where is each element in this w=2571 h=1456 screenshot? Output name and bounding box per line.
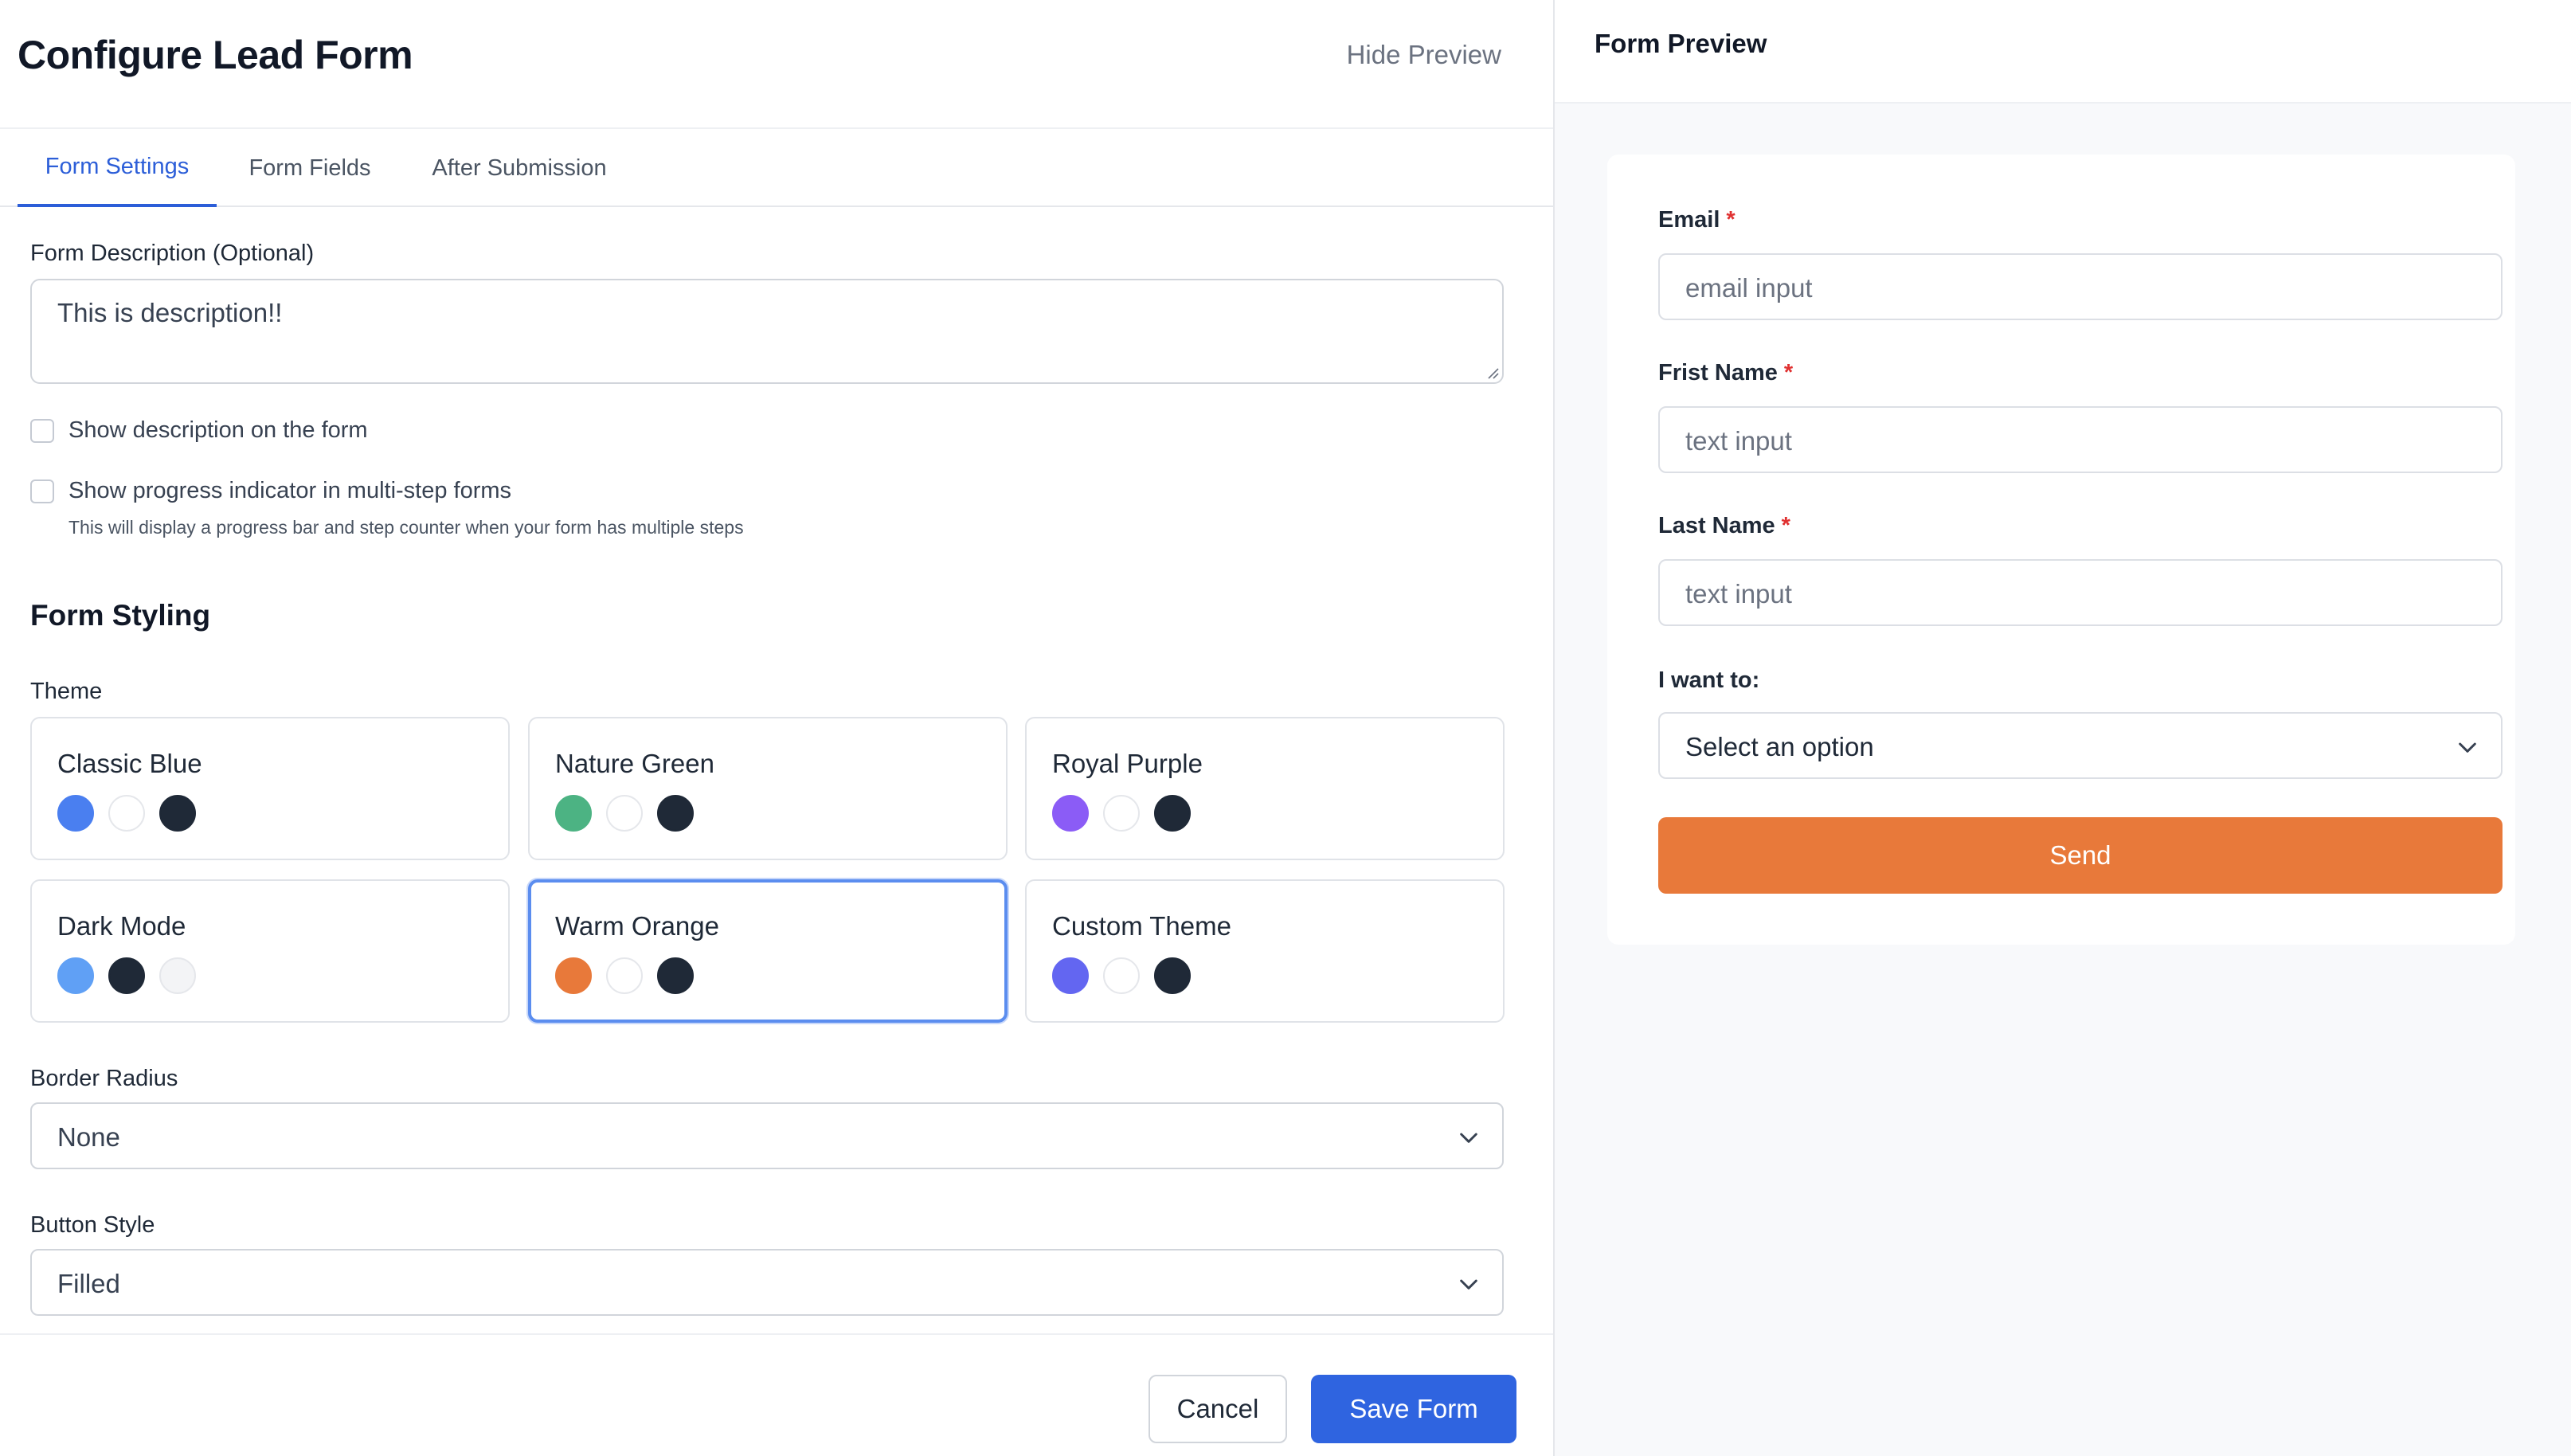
progress-hint: This will display a progress bar and ste… (68, 517, 744, 538)
save-form-button[interactable]: Save Form (1311, 1375, 1516, 1443)
color-swatch (57, 957, 94, 994)
color-swatch (606, 957, 643, 994)
color-swatch (1103, 795, 1140, 832)
color-swatch (555, 957, 592, 994)
theme-name: Custom Theme (1052, 911, 1231, 941)
email-field[interactable]: email input (1658, 253, 2503, 320)
theme-label: Theme (30, 679, 103, 704)
theme-name: Royal Purple (1052, 749, 1203, 778)
description-textarea[interactable]: This is description!! (30, 279, 1504, 384)
chevron-down-icon (1460, 1279, 1477, 1290)
hide-preview-button[interactable]: Hide Preview (1346, 40, 1501, 69)
show-description-checkbox[interactable] (30, 418, 54, 443)
color-swatch (657, 795, 694, 832)
color-swatch (108, 957, 145, 994)
button-style-value: Filled (57, 1269, 120, 1298)
panel-header: Configure Lead Form Hide Preview (0, 0, 1553, 129)
color-swatch (657, 957, 694, 994)
required-marker: * (1783, 360, 1794, 386)
color-swatch (1052, 795, 1089, 832)
i-want-to-select[interactable]: Select an option (1658, 712, 2503, 779)
first-name-label: Frist Name * (1658, 360, 1793, 386)
color-swatch (1154, 957, 1191, 994)
theme-card-dark-mode[interactable]: Dark Mode (30, 879, 510, 1023)
theme-name: Classic Blue (57, 749, 202, 778)
tab-after-submission[interactable]: After Submission (432, 155, 607, 181)
tab-form-settings[interactable]: Form Settings (18, 129, 217, 207)
resize-grip-icon[interactable] (1486, 366, 1499, 379)
first-name-label-text: Frist Name (1658, 360, 1778, 386)
i-want-to-label: I want to: (1658, 667, 1760, 693)
description-value: This is description!! (57, 298, 283, 327)
preview-header: Form Preview (1555, 0, 2571, 104)
form-styling-title: Form Styling (30, 599, 211, 632)
preview-title: Form Preview (1595, 29, 1767, 58)
button-style-select[interactable]: Filled (30, 1249, 1504, 1316)
border-radius-value: None (57, 1122, 120, 1152)
color-swatch (1103, 957, 1140, 994)
theme-card-nature-green[interactable]: Nature Green (528, 717, 1008, 860)
theme-card-classic-blue[interactable]: Classic Blue (30, 717, 510, 860)
color-swatch (57, 795, 94, 832)
first-name-field[interactable]: text input (1658, 406, 2503, 473)
tab-form-fields[interactable]: Form Fields (248, 155, 371, 181)
description-label: Form Description (Optional) (30, 241, 315, 266)
last-name-field[interactable]: text input (1658, 559, 2503, 626)
color-swatch (1154, 795, 1191, 832)
form-footer: Cancel Save Form (0, 1333, 1553, 1456)
show-description-label: Show description on the form (68, 417, 368, 443)
email-label: Email * (1658, 207, 1736, 233)
border-radius-select[interactable]: None (30, 1102, 1504, 1169)
show-progress-row: Show progress indicator in multi-step fo… (30, 478, 511, 504)
i-want-to-value: Select an option (1685, 732, 1874, 761)
button-style-label: Button Style (30, 1212, 155, 1238)
chevron-down-icon (1460, 1133, 1477, 1143)
email-placeholder: email input (1685, 273, 1813, 303)
chevron-down-icon (2459, 742, 2476, 753)
last-name-label-text: Last Name (1658, 513, 1775, 538)
last-name-label: Last Name * (1658, 513, 1790, 539)
last-name-placeholder: text input (1685, 579, 1792, 609)
cancel-button[interactable]: Cancel (1149, 1375, 1287, 1443)
color-swatch (159, 957, 196, 994)
theme-name: Nature Green (555, 749, 714, 778)
page-title: Configure Lead Form (18, 33, 413, 77)
tab-bar: Form Settings Form Fields After Submissi… (0, 129, 1553, 207)
send-button[interactable]: Send (1658, 817, 2503, 894)
preview-panel: Form Preview Email * email input Frist Na… (1555, 0, 2571, 1456)
color-swatch (555, 795, 592, 832)
show-progress-checkbox[interactable] (30, 479, 54, 503)
email-label-text: Email (1658, 207, 1720, 233)
preview-form-card: Email * email input Frist Name * text inpu… (1607, 155, 2515, 945)
show-progress-label: Show progress indicator in multi-step fo… (68, 478, 512, 503)
color-swatch (1052, 957, 1089, 994)
theme-card-royal-purple[interactable]: Royal Purple (1025, 717, 1505, 860)
color-swatch (159, 795, 196, 832)
color-swatch (108, 795, 145, 832)
required-marker: * (1781, 513, 1790, 538)
theme-card-warm-orange[interactable]: Warm Orange (528, 879, 1008, 1023)
color-swatch (606, 795, 643, 832)
theme-name: Warm Orange (555, 911, 719, 941)
configure-panel: Configure Lead Form Hide Preview Form Se… (0, 0, 1553, 1456)
theme-card-custom-theme[interactable]: Custom Theme (1025, 879, 1505, 1023)
theme-name: Dark Mode (57, 911, 186, 941)
panel-divider (1553, 0, 1555, 1456)
required-marker: * (1726, 207, 1736, 233)
show-description-row: Show description on the form (30, 417, 368, 444)
border-radius-label: Border Radius (30, 1066, 178, 1091)
first-name-placeholder: text input (1685, 426, 1792, 456)
